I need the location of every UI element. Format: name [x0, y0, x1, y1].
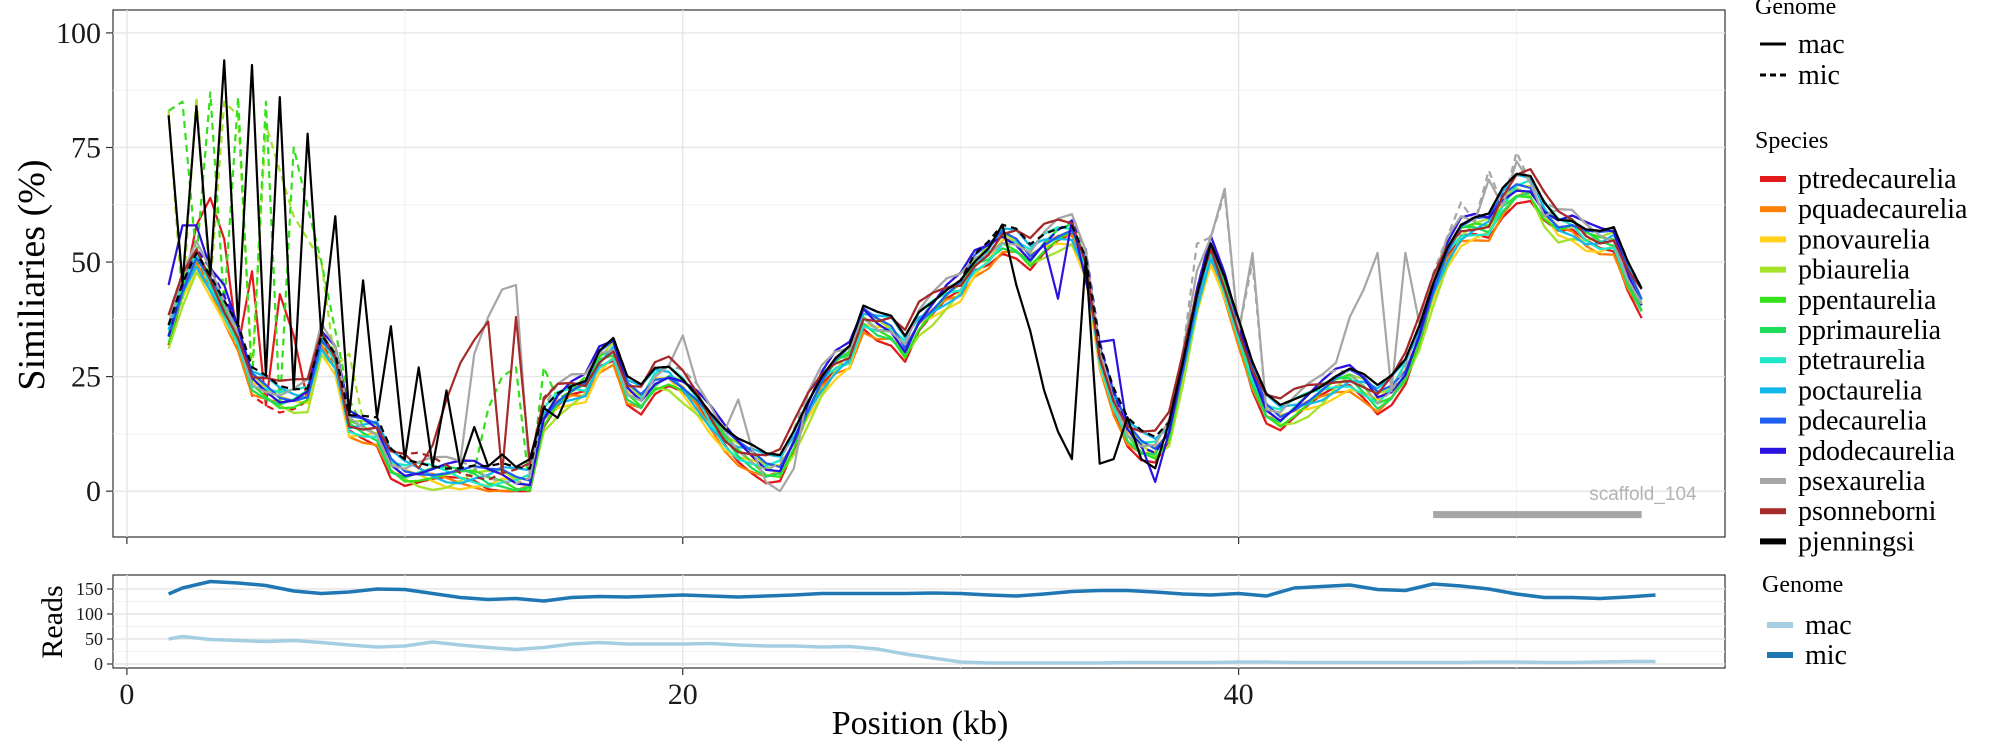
- reads-y-tick-label: 0: [94, 654, 103, 674]
- legend-title-genome: Genome: [1755, 0, 1836, 20]
- legend-key-pprimaurelia: [1760, 327, 1786, 333]
- legend-key-pnovaurelia: [1760, 236, 1786, 243]
- legend-label-pprimaurelia: pprimaurelia: [1798, 315, 1942, 346]
- legend-key-ptetraurelia: [1760, 357, 1786, 364]
- reads-legend-key-mac: [1767, 622, 1793, 628]
- legend-label-mic: mic: [1798, 60, 1840, 91]
- similarity-panel: 0 25 50 75 100 scaffold_104 Similiaries (%): [11, 9, 1726, 544]
- series-line-pjenningsi-mic: [167, 172, 1643, 470]
- legend-key-pjenningsi: [1760, 538, 1786, 545]
- legend-label-pbiaurelia: pbiaurelia: [1798, 255, 1911, 286]
- legend-key-psonneborni: [1760, 508, 1786, 515]
- x-axis-title: Position (kb): [832, 705, 1009, 742]
- x-tick-label: 40: [1224, 678, 1254, 711]
- legend-label-pjenningsi: pjenningsi: [1798, 526, 1915, 557]
- reads-y-tick-label: 50: [85, 629, 103, 649]
- series-line-pprimaurelia-mic: [167, 191, 1643, 492]
- reads-legend-label-mac: mac: [1805, 610, 1852, 641]
- legend-key-pdecaurelia: [1760, 417, 1786, 424]
- series-line-psexaurelia-mic: [167, 151, 1643, 485]
- reads-line-mac: [168, 634, 1656, 665]
- reads-line-mic: [167, 579, 1656, 603]
- reads-y-tick-label: 150: [76, 579, 103, 599]
- legend-label-pquadecaurelia: pquadecaurelia: [1798, 194, 1968, 225]
- reads-y-axis: 0 50 100 150: [76, 579, 113, 674]
- species-legend: Species ptredecaureliapquadecaureliapnov…: [1755, 128, 1968, 557]
- x-tick-label: 0: [119, 678, 134, 711]
- legend-label-pdodecaurelia: pdodecaurelia: [1798, 436, 1956, 467]
- series-line-psonneborni-mic: [167, 168, 1643, 481]
- scaffold-annotation: scaffold_104: [1433, 484, 1697, 519]
- similarity-y-axis-title: Similiaries (%): [11, 159, 53, 390]
- reads-series: [167, 579, 1656, 665]
- similarity-panel-border: [112, 9, 1726, 538]
- legend-key-psexaurelia: [1760, 478, 1786, 484]
- series-line-pjenningsi-mac: [167, 59, 1643, 470]
- legend-label-ppentaurelia: ppentaurelia: [1798, 285, 1937, 316]
- similarity-series: [167, 59, 1643, 493]
- legend-label-ptetraurelia: ptetraurelia: [1798, 345, 1926, 376]
- y-tick-label: 75: [71, 131, 101, 164]
- y-tick-label: 25: [71, 361, 101, 394]
- legend-label-ptredecaurelia: ptredecaurelia: [1798, 164, 1957, 195]
- legend-key-pbiaurelia: [1760, 266, 1786, 273]
- y-tick-label: 100: [56, 17, 101, 50]
- x-tick-label: 20: [668, 678, 698, 711]
- reads-y-axis-title: Reads: [36, 585, 69, 658]
- legend-label-pdecaurelia: pdecaurelia: [1798, 406, 1928, 437]
- reads-y-tick-label: 100: [76, 604, 103, 624]
- reads-legend-label-mic: mic: [1805, 640, 1847, 671]
- legend-key-pdodecaurelia: [1760, 447, 1786, 454]
- reads-legend-key-mic: [1767, 652, 1793, 658]
- legend-key-ptredecaurelia: [1760, 176, 1786, 182]
- legend-label-psexaurelia: psexaurelia: [1798, 466, 1926, 497]
- scaffold-label: scaffold_104: [1589, 484, 1697, 505]
- legend-label-poctaurelia: poctaurelia: [1798, 375, 1923, 406]
- legend-key-ppentaurelia: [1760, 296, 1786, 303]
- y-tick-label: 0: [86, 475, 101, 508]
- legend-key-pquadecaurelia: [1760, 206, 1786, 213]
- similarity-y-axis: 0 25 50 75 100: [56, 17, 1240, 544]
- series-line-pdecaurelia-mic: [167, 183, 1643, 482]
- reads-legend-title: Genome: [1762, 572, 1843, 598]
- x-axis: 0 20 40: [119, 668, 1254, 711]
- genome-linetype-legend: Genome mac mic: [1755, 0, 1845, 91]
- series-line-ppentaurelia-mic: [167, 91, 1643, 492]
- legend-label-psonneborni: psonneborni: [1798, 496, 1937, 527]
- legend-label-pnovaurelia: pnovaurelia: [1798, 224, 1931, 255]
- y-tick-label: 50: [71, 246, 101, 279]
- legend-key-poctaurelia: [1760, 387, 1786, 394]
- series-line-poctaurelia-mic: [167, 173, 1643, 485]
- legend-title-species: Species: [1755, 128, 1828, 154]
- scaffold-bar: [1433, 511, 1642, 519]
- series-line-pdodecaurelia-mic: [167, 189, 1643, 487]
- legend-label-mac: mac: [1798, 29, 1845, 60]
- reads-panel: 0 50 100 150 0 20 40 Reads Position (kb): [36, 574, 1726, 742]
